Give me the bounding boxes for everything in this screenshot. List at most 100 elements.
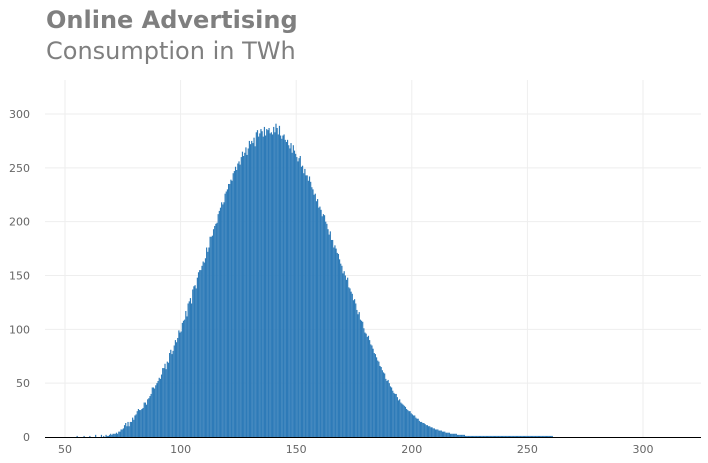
histogram-bar <box>150 393 152 437</box>
histogram-bar <box>369 340 371 437</box>
histogram-bar <box>178 330 180 437</box>
histogram-bar <box>320 209 322 437</box>
histogram-bar <box>468 435 470 437</box>
histogram-bar <box>514 435 516 437</box>
histogram-bar <box>477 435 479 437</box>
histogram-bar <box>443 431 445 437</box>
y-tick-label: 50 <box>16 377 30 390</box>
histogram-bar <box>403 405 405 437</box>
histogram-bar <box>149 396 151 437</box>
histogram-bar <box>485 435 487 437</box>
histogram-bar <box>240 157 242 438</box>
histogram-bar <box>313 194 315 437</box>
histogram-bar <box>134 415 136 437</box>
histogram-bar <box>179 332 181 437</box>
histogram-bar <box>371 345 373 437</box>
histogram-bar <box>429 426 431 437</box>
histogram-bar <box>312 189 314 437</box>
histogram-bar <box>444 431 446 437</box>
histogram-bar <box>185 311 187 437</box>
histogram-bar <box>417 418 419 437</box>
x-tick-label: 50 <box>58 443 72 456</box>
histogram-bar <box>549 435 551 437</box>
histogram-bar <box>535 435 537 437</box>
histogram-bar <box>117 433 119 437</box>
histogram-bar <box>351 293 353 437</box>
histogram-bar <box>427 426 430 437</box>
histogram-bar <box>317 199 319 437</box>
histogram-bar <box>130 421 133 437</box>
histogram-bar <box>232 173 234 437</box>
histogram-bar <box>488 435 490 437</box>
histogram-bar <box>207 251 209 437</box>
histogram-bar <box>308 176 311 438</box>
histogram-bar <box>548 435 550 437</box>
histogram-bar <box>160 374 163 437</box>
histogram-bar <box>475 435 477 437</box>
histogram-bar <box>283 134 285 437</box>
histogram-bar <box>248 140 251 437</box>
histogram-bar <box>352 300 355 437</box>
histogram-bar <box>355 303 357 437</box>
histogram-bar <box>303 173 305 437</box>
histogram-bar <box>229 183 231 437</box>
histogram-bar <box>170 349 172 437</box>
histogram-bar <box>408 411 410 437</box>
histogram-bar <box>401 403 403 437</box>
histogram-bar <box>310 181 312 437</box>
histogram-bar <box>453 433 455 437</box>
histogram-bar <box>186 316 188 437</box>
histogram-bar <box>386 381 388 437</box>
histogram-bar <box>397 400 400 437</box>
histogram-bar <box>253 137 255 438</box>
histogram-bar <box>311 187 313 437</box>
histogram-bar <box>550 435 552 437</box>
histogram-bar <box>246 154 248 437</box>
histogram-bar <box>300 166 303 438</box>
histogram-bar <box>411 414 413 437</box>
histogram-bar <box>404 406 407 437</box>
histogram-bar <box>448 432 450 437</box>
x-tick-label: 100 <box>170 443 191 456</box>
histogram-bar <box>192 289 194 437</box>
histogram-bar <box>175 342 178 437</box>
histogram-bar <box>151 387 153 437</box>
y-tick-label: 100 <box>9 323 30 336</box>
histogram-bar <box>290 143 292 437</box>
histogram-bar <box>436 429 438 437</box>
histogram-bar <box>388 383 390 437</box>
histogram-bar <box>120 429 122 437</box>
histogram-bar <box>282 135 284 438</box>
histogram-bar <box>330 239 333 437</box>
histogram-bar <box>412 415 415 437</box>
histogram-bar <box>384 373 386 437</box>
histogram-bar <box>342 273 344 437</box>
histogram-bar <box>326 223 328 437</box>
histogram-bar <box>336 252 338 437</box>
histogram-bar <box>211 235 214 437</box>
histogram-bar <box>335 248 337 437</box>
y-tick-label: 300 <box>9 108 30 121</box>
histogram-bar <box>273 126 275 438</box>
histogram-bar <box>157 381 159 437</box>
histogram-bar <box>152 387 155 437</box>
histogram-bar <box>381 370 383 437</box>
histogram-bar <box>76 435 78 437</box>
chart-subtitle: Consumption in TWh <box>46 37 296 65</box>
histogram-bar <box>105 434 107 437</box>
histogram-bar <box>518 435 520 437</box>
histogram-bar <box>145 404 148 437</box>
histogram-bar <box>358 312 360 437</box>
histogram-bar <box>503 435 505 437</box>
histogram-bar <box>364 332 366 437</box>
x-tick-label: 250 <box>517 443 538 456</box>
histogram-bar <box>280 135 282 438</box>
histogram-bar <box>499 435 501 437</box>
histogram-bar <box>341 265 343 437</box>
histogram-bar <box>407 410 409 437</box>
histogram-bar <box>286 139 289 437</box>
histogram-bar <box>262 136 264 438</box>
histogram-bar <box>106 435 108 437</box>
histogram-bar <box>199 270 201 437</box>
histogram-bar <box>135 414 137 437</box>
